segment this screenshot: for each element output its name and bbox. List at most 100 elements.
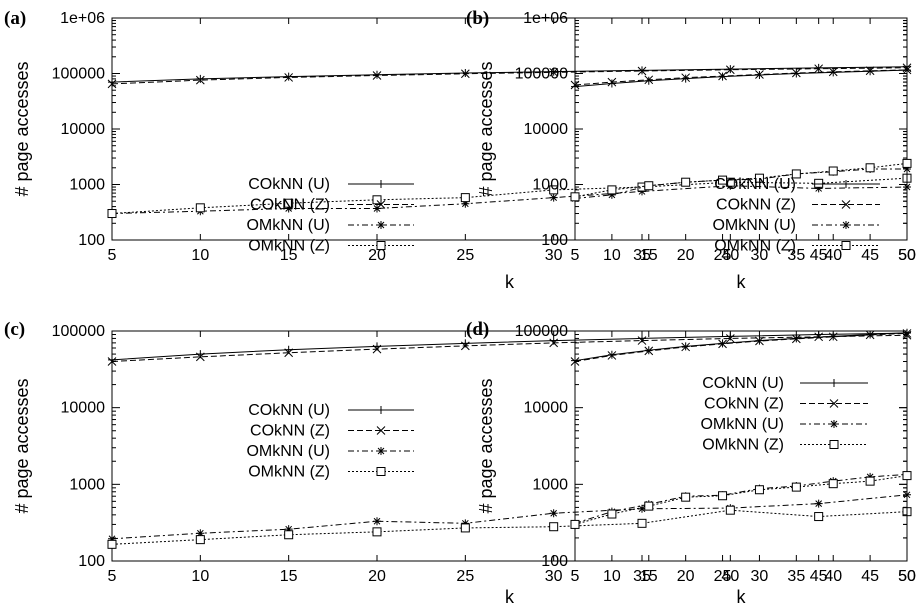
data-point [284, 530, 294, 540]
x-tick-label: 35 [633, 247, 651, 264]
x-tick-label: 50 [898, 247, 916, 264]
data-point [814, 499, 823, 508]
legend-entry: COkNN (Z) [716, 197, 796, 214]
legend-entry: COkNN (U) [248, 402, 330, 419]
data-point [549, 522, 559, 532]
data-point [902, 158, 912, 168]
legend: COkNN (U) COkNN (Z) OMkNN (U) OMkNN (Z) [700, 375, 868, 454]
legend-marker [842, 221, 850, 229]
x-tick-label: 25 [456, 247, 474, 264]
data-point [571, 82, 579, 91]
series-line [111, 177, 908, 215]
y-tick-label: 1e+06 [60, 10, 105, 27]
chart-panel: (b)5 10 15 20 25 30 35 40 45 50100100010000100000… [466, 8, 916, 292]
data-point [372, 195, 382, 205]
data-point [637, 66, 647, 76]
y-axis-label: # page accesses [476, 61, 496, 196]
y-tick-label: 100 [541, 553, 568, 570]
x-tick-label: 5 [571, 568, 580, 585]
y-axis-label: # page accesses [12, 378, 32, 513]
series-line [574, 332, 908, 362]
data-point [902, 471, 912, 481]
data-point [865, 330, 875, 340]
data-point [607, 351, 617, 360]
legend-marker [841, 200, 851, 209]
legend-entry: COkNN (Z) [250, 197, 330, 214]
data-point [607, 185, 617, 195]
data-point [754, 485, 764, 495]
data-point [195, 75, 205, 85]
data-point [372, 527, 382, 537]
x-tick-label: 45 [810, 247, 828, 264]
data-point [284, 204, 293, 213]
data-point [903, 328, 911, 337]
legend-entry: OMkNN (Z) [702, 437, 784, 454]
y-axis-label: # page accesses [476, 378, 496, 513]
y-tick-label: 1000 [69, 476, 105, 493]
legend-marker [377, 221, 385, 229]
legend-entry: COkNN (U) [248, 176, 330, 193]
chart-panel: (c)5 10 15 20 25 30 35 40 45 50100100010000100000… [4, 319, 916, 607]
data-point [828, 67, 838, 77]
x-tick-label: 20 [368, 247, 386, 264]
legend-entry: OMkNN (U) [712, 217, 796, 234]
y-axis-label: # page accesses [12, 61, 32, 196]
x-tick-label: 25 [456, 568, 474, 585]
series-line [574, 332, 908, 363]
x-tick-label: 30 [545, 568, 563, 585]
panel-label: (c) [4, 319, 25, 340]
data-point [814, 512, 824, 522]
x-tick-label: 45 [810, 568, 828, 585]
data-point [718, 71, 727, 81]
data-point [284, 525, 293, 534]
y-tick-label: 100000 [52, 66, 105, 83]
panel-label: (b) [466, 8, 489, 29]
series-line [111, 67, 908, 85]
x-axis-label: k [505, 587, 515, 607]
x-tick-label: 50 [898, 247, 916, 264]
legend-marker [376, 241, 386, 250]
data-point [107, 79, 117, 89]
legend-marker [829, 399, 839, 408]
data-point [607, 77, 617, 87]
x-tick-label: 40 [824, 247, 842, 264]
data-point [865, 66, 875, 76]
data-point [549, 193, 558, 202]
data-point [284, 198, 294, 208]
chart-panel: (d)5 10 15 20 25 30 35 40 45 50100100010000100000… [466, 319, 916, 607]
data-point [549, 67, 559, 77]
panel-label: (a) [4, 8, 26, 29]
x-tick-label: 5 [108, 247, 117, 264]
data-point [681, 492, 691, 502]
data-point [108, 78, 116, 87]
legend-marker [376, 426, 386, 435]
y-tick-label: 100 [78, 553, 105, 570]
data-point [372, 71, 382, 80]
legend-marker [377, 406, 385, 414]
legend-entry: OMkNN (U) [246, 443, 330, 460]
data-point [108, 534, 116, 543]
y-tick-label: 10000 [61, 121, 106, 138]
x-tick-label: 20 [677, 568, 695, 585]
legend-entry: COkNN (Z) [704, 396, 784, 413]
x-tick-label: 45 [861, 247, 879, 264]
series-line [574, 475, 908, 525]
x-tick-label: 50 [898, 568, 916, 585]
data-point [791, 169, 801, 179]
x-tick-label: 35 [633, 568, 651, 585]
y-tick-label: 10000 [524, 121, 569, 138]
data-point [902, 329, 912, 338]
data-point [791, 68, 801, 78]
data-point [681, 342, 691, 352]
data-point [754, 173, 764, 183]
y-tick-label: 1000 [69, 177, 105, 194]
x-tick-label: 30 [545, 247, 563, 264]
data-point [725, 334, 735, 343]
data-point [638, 504, 646, 513]
data-point [107, 209, 117, 219]
x-tick-label: 40 [824, 568, 842, 585]
x-tick-label: 15 [640, 568, 658, 585]
x-tick-label: 5 [571, 247, 580, 264]
data-point [725, 505, 735, 515]
legend: COkNN (U) COkNN (Z) OMkNN (U) OMkNN (Z) [712, 176, 880, 255]
